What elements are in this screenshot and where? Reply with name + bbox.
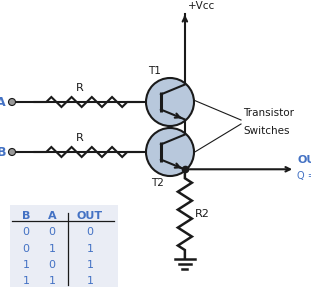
Text: 1: 1 [49, 244, 55, 254]
Text: 1: 1 [86, 244, 94, 254]
Text: B: B [0, 146, 6, 159]
Text: 1: 1 [22, 260, 30, 270]
Text: Switches: Switches [243, 126, 290, 136]
Circle shape [146, 128, 194, 176]
Text: B: B [22, 211, 30, 221]
Circle shape [8, 148, 16, 156]
Text: OUT: OUT [77, 211, 103, 221]
Text: 0: 0 [22, 227, 30, 237]
Text: T2: T2 [151, 178, 164, 188]
Text: 0: 0 [49, 227, 55, 237]
Text: Q = A+B: Q = A+B [297, 171, 311, 181]
Circle shape [8, 99, 16, 105]
Text: +Vcc: +Vcc [188, 1, 215, 11]
Text: A: A [0, 96, 6, 108]
Text: 1: 1 [86, 260, 94, 270]
Text: T1: T1 [148, 66, 161, 76]
Text: 1: 1 [49, 277, 55, 287]
Text: 0: 0 [22, 244, 30, 254]
Text: A: A [48, 211, 56, 221]
Circle shape [146, 78, 194, 126]
Text: R: R [76, 83, 84, 93]
Text: R: R [76, 133, 84, 143]
Text: 0: 0 [86, 227, 94, 237]
Text: 0: 0 [49, 260, 55, 270]
Text: OUT: OUT [297, 155, 311, 165]
Text: 1: 1 [22, 277, 30, 287]
Text: 1: 1 [86, 277, 94, 287]
Text: R2: R2 [195, 209, 210, 219]
Bar [10, 205, 118, 287]
Text: Transistor: Transistor [243, 108, 294, 118]
